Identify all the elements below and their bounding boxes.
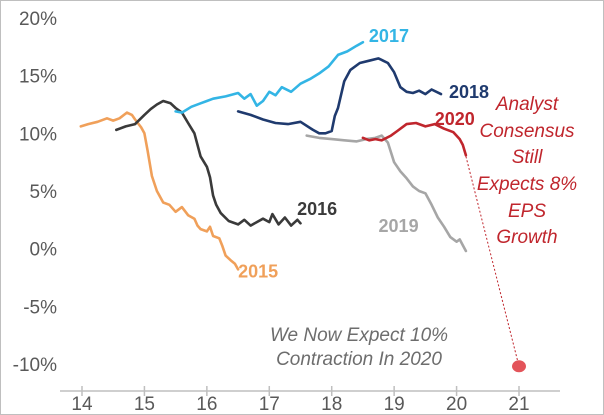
- analyst-consensus-note-line: EPS: [508, 201, 546, 222]
- projection-point: [512, 360, 526, 373]
- x-tick-label: 17: [259, 394, 280, 415]
- y-tick-label: 0%: [30, 240, 58, 261]
- series-labels: 2015 2016 2017 2018 2019 2020: [238, 26, 489, 282]
- analyst-consensus-note-line: Consensus: [479, 121, 575, 142]
- y-tick-label: -10%: [13, 355, 57, 376]
- series-line-2015: [79, 111, 240, 271]
- series-label-2015: 2015: [238, 262, 278, 282]
- x-tick-label: 21: [508, 394, 529, 415]
- series-line-2020: [361, 121, 468, 157]
- x-tick-label: 14: [71, 394, 93, 415]
- x-tick-label: 20: [446, 394, 467, 415]
- x-tick-label: 19: [384, 394, 405, 415]
- series-label-2020: 2020: [435, 109, 475, 129]
- x-tick-label: 18: [321, 394, 342, 415]
- contraction-note-line: We Now Expect 10%: [270, 325, 448, 346]
- y-tick-label: 10%: [19, 124, 57, 145]
- analyst-consensus-note-line: Still: [512, 147, 543, 168]
- series-line-2018: [236, 57, 443, 135]
- y-tick-label: -5%: [23, 297, 57, 318]
- analyst-consensus-note-line: Analyst: [495, 94, 559, 115]
- series-label-2017: 2017: [369, 26, 409, 46]
- y-tick-label: 5%: [30, 182, 58, 203]
- series-label-2016: 2016: [297, 199, 337, 219]
- analyst-consensus-note-line: Growth: [496, 227, 557, 248]
- contraction-note-line: Contraction In 2020: [276, 349, 442, 370]
- series-line-2019: [305, 134, 468, 253]
- analyst-consensus-note-line: Expects 8%: [477, 174, 577, 195]
- x-axis: 14 15 16 17 18 19 20 21: [60, 386, 560, 415]
- series-line-2017: [174, 40, 365, 114]
- series-label-2018: 2018: [449, 82, 489, 102]
- series-lines: [79, 40, 526, 373]
- x-tick-label: 15: [134, 394, 155, 415]
- y-tick-label: 20%: [19, 9, 57, 30]
- projection-line: [465, 156, 520, 367]
- y-tick-label: 15%: [19, 67, 57, 88]
- annotations: Analyst Consensus Still Expects 8% EPS Growth…: [270, 94, 577, 370]
- series-label-2019: 2019: [379, 216, 419, 236]
- x-tick-label: 16: [196, 394, 217, 415]
- y-axis: 20% 15% 10% 5% 0% -5% -10%: [13, 9, 57, 376]
- series-line-2016: [115, 99, 302, 227]
